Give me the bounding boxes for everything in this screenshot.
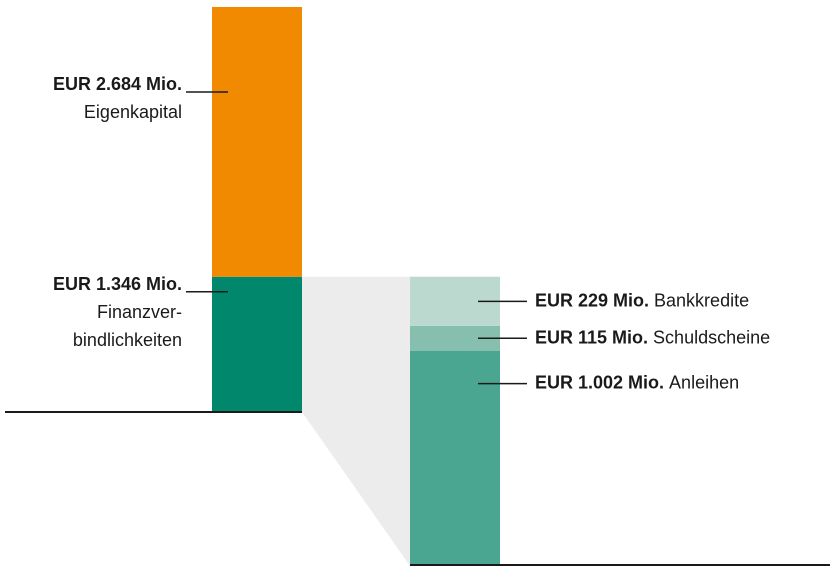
value-label: EUR 115 Mio. [535,327,648,347]
segment-label: EUR 1.346 Mio. Finanzver­bindlichkeiten [4,270,182,354]
series-name: Bankkredite [649,290,749,310]
value-label: EUR 1.346 Mio. [52,273,182,294]
segment-label: EUR 1.002 Mio. Anleihen [535,372,739,392]
segment-label: EUR 229 Mio. Bankkredite [535,290,749,310]
segment-label: EUR 2.684 Mio. Eigenkapital [4,70,182,126]
value-label: EUR 1.002 Mio. [535,372,664,392]
bar-segment [212,276,302,412]
value-label: EUR 2.684 Mio. [52,74,182,94]
connector [302,276,410,566]
series-name: Eigenkapital [83,102,182,122]
bar-segment [410,350,500,566]
bar-segment [212,7,302,277]
series-name: Schuldscheine [648,327,770,347]
segment-label: EUR 115 Mio. Schuldscheine [535,327,770,347]
value-label: EUR 229 Mio. [535,290,649,310]
series-name: Finanzver­bindlichkeiten [72,301,182,350]
series-name: Anleihen [664,372,739,392]
